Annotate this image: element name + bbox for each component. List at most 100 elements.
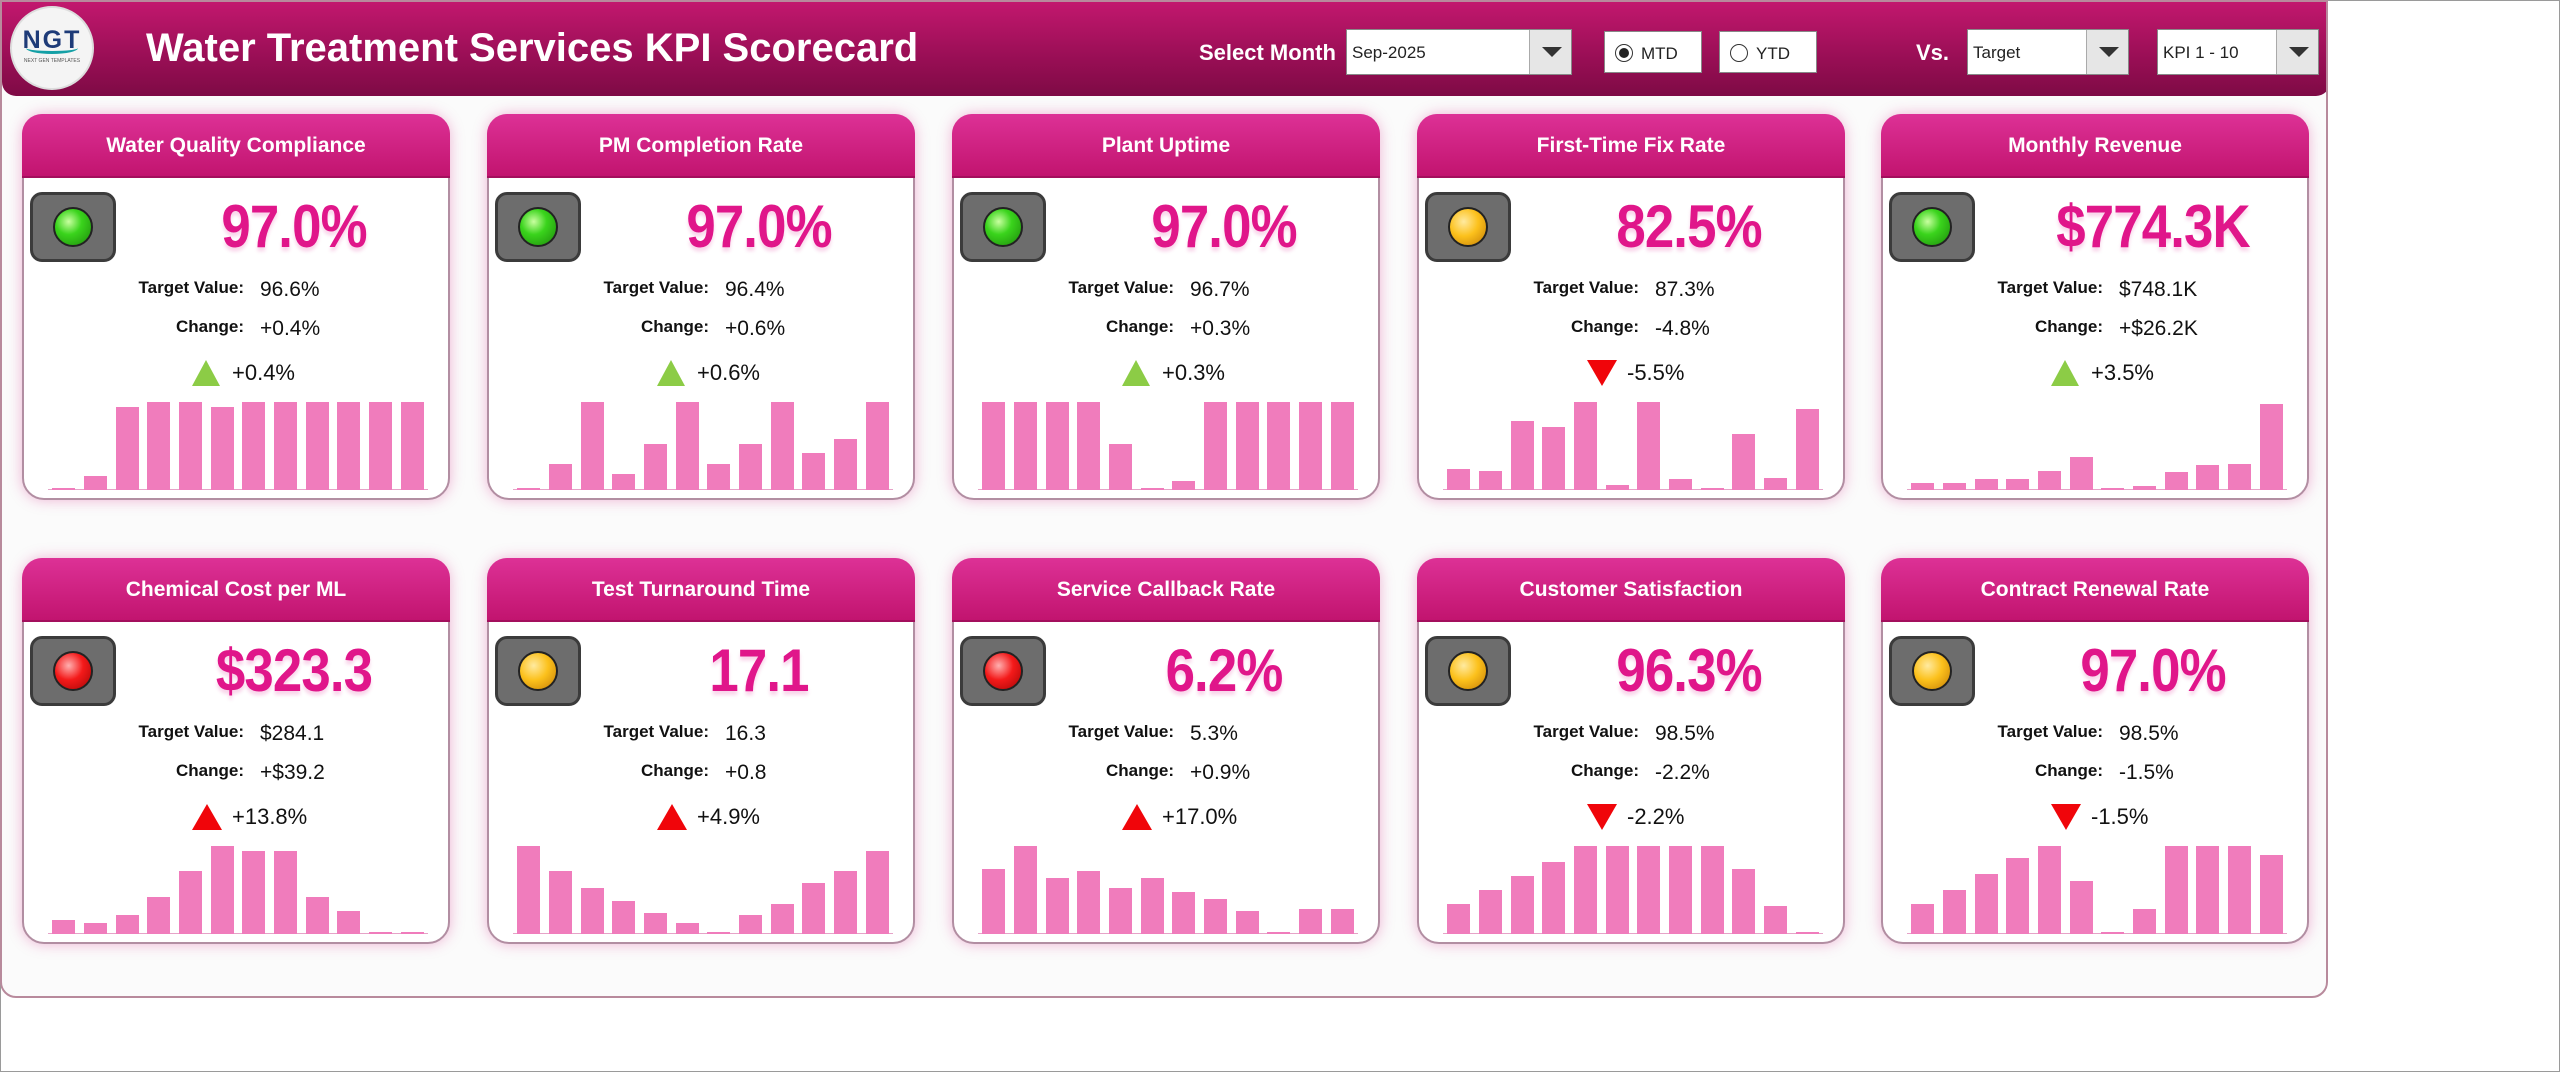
dashboard-title: Water Treatment Services KPI Scorecard bbox=[146, 26, 919, 70]
trend-bar bbox=[2228, 846, 2251, 934]
logo-text: NGT bbox=[22, 26, 82, 54]
trend-bar bbox=[52, 919, 76, 934]
trend-bar bbox=[675, 923, 699, 934]
change-label: Change: bbox=[1106, 317, 1174, 336]
trend-bar bbox=[1669, 479, 1692, 490]
trend-bar bbox=[1172, 481, 1196, 490]
chevron-down-icon[interactable] bbox=[2086, 30, 2128, 74]
trend-bar bbox=[1700, 488, 1724, 490]
trend-bar bbox=[210, 846, 234, 934]
dashboard: NGT NEXT GEN TEMPLATES Water Treatment S… bbox=[0, 0, 2328, 998]
triangle-up-icon bbox=[1122, 360, 1150, 386]
triangle-down-icon bbox=[1587, 804, 1617, 830]
mtd-radio[interactable]: MTD bbox=[1604, 31, 1702, 73]
trend-bar bbox=[612, 474, 636, 490]
trend-bar bbox=[2164, 846, 2188, 934]
trend-bar bbox=[865, 402, 889, 490]
trend-bar bbox=[707, 463, 731, 490]
change-label: Change: bbox=[641, 317, 709, 336]
header-bar: NGT NEXT GEN TEMPLATES Water Treatment S… bbox=[2, 2, 2326, 96]
trend-bar-chart bbox=[48, 840, 428, 934]
change-label: Change: bbox=[1571, 761, 1639, 780]
kpi-card: Service Callback Rate 6.2% Target Value:… bbox=[952, 558, 1380, 944]
trend-bar bbox=[612, 900, 636, 934]
trend-bar bbox=[580, 402, 604, 490]
chevron-down-icon[interactable] bbox=[1529, 30, 1571, 74]
trend-bar bbox=[1764, 477, 1787, 490]
trend-bar bbox=[1510, 421, 1534, 490]
kpi-card-header: Service Callback Rate bbox=[952, 558, 1380, 622]
change-percent: -5.5% bbox=[1627, 360, 1685, 385]
trend-bar bbox=[1235, 911, 1259, 934]
radio-unselected-icon[interactable] bbox=[1730, 44, 1748, 62]
trend-bar bbox=[1447, 904, 1471, 934]
trend-bar bbox=[1077, 870, 1101, 934]
trend-bar bbox=[1172, 891, 1196, 934]
status-bulb-green bbox=[518, 207, 558, 247]
change-label: Change: bbox=[641, 761, 709, 780]
trend-bar bbox=[707, 932, 731, 934]
trend-bar bbox=[1267, 932, 1291, 934]
triangle-up-icon bbox=[2051, 360, 2079, 386]
trend-bar bbox=[1510, 875, 1534, 934]
trend-bar bbox=[1204, 898, 1227, 934]
target-label: Target Value: bbox=[138, 278, 245, 297]
trend-bar bbox=[2196, 846, 2220, 934]
trend-bar-chart bbox=[513, 396, 893, 490]
kpi-range-dropdown-value: KPI 1 - 10 bbox=[2163, 43, 2239, 62]
trend-baseline bbox=[1443, 489, 1823, 490]
triangle-down-icon bbox=[1587, 360, 1617, 386]
status-light-icon bbox=[495, 192, 581, 262]
trend-bar bbox=[1077, 402, 1101, 490]
trend-bar-chart bbox=[1907, 396, 2287, 490]
kpi-card: Chemical Cost per ML $323.3 Target Value… bbox=[22, 558, 450, 944]
change-percent: -1.5% bbox=[2091, 804, 2149, 829]
trend-baseline bbox=[1907, 933, 2287, 934]
change-value: +0.4% bbox=[260, 317, 321, 340]
kpi-card: Customer Satisfaction 96.3% Target Value… bbox=[1417, 558, 1845, 944]
trend-bar bbox=[1574, 402, 1597, 490]
kpi-value: 97.0% bbox=[686, 193, 832, 260]
status-light-icon bbox=[30, 192, 116, 262]
status-light-icon bbox=[1889, 636, 1975, 706]
trend-bar bbox=[517, 488, 541, 490]
kpi-card-header: Test Turnaround Time bbox=[487, 558, 915, 622]
kpi-value: 82.5% bbox=[1616, 193, 1762, 260]
change-value: -2.2% bbox=[1655, 761, 1710, 784]
trend-bar bbox=[242, 851, 266, 934]
kpi-card: PM Completion Rate 97.0% Target Value: 9… bbox=[487, 114, 915, 500]
status-light-icon bbox=[1425, 192, 1511, 262]
kpi-title: Customer Satisfaction bbox=[1519, 578, 1743, 601]
trend-bar-chart bbox=[1443, 840, 1823, 934]
change-value: +0.3% bbox=[1190, 317, 1251, 340]
status-bulb-green bbox=[53, 207, 93, 247]
trend-bar bbox=[52, 488, 76, 490]
brand-logo: NGT NEXT GEN TEMPLATES bbox=[10, 6, 94, 90]
change-value: +$39.2 bbox=[260, 761, 325, 784]
trend-bar bbox=[179, 870, 202, 934]
triangle-up-icon bbox=[1122, 804, 1152, 830]
kpi-card-header: Water Quality Compliance bbox=[22, 114, 450, 178]
radio-selected-icon[interactable] bbox=[1615, 44, 1633, 62]
trend-bar bbox=[770, 402, 794, 490]
trend-bar bbox=[770, 904, 794, 934]
trend-bar bbox=[865, 851, 889, 934]
kpi-card: First-Time Fix Rate 82.5% Target Value: … bbox=[1417, 114, 1845, 500]
status-bulb-red bbox=[53, 651, 93, 691]
target-value: 16.3 bbox=[725, 722, 766, 745]
chevron-down-icon[interactable] bbox=[2276, 30, 2318, 74]
trend-bar bbox=[982, 402, 1006, 490]
target-label: Target Value: bbox=[1068, 278, 1175, 297]
change-percent: +0.3% bbox=[1162, 360, 1225, 385]
kpi-range-dropdown[interactable]: KPI 1 - 10 bbox=[2157, 29, 2319, 75]
logo-subtext: NEXT GEN TEMPLATES bbox=[23, 58, 81, 64]
kpi-card-header: First-Time Fix Rate bbox=[1417, 114, 1845, 178]
month-dropdown-value: Sep-2025 bbox=[1352, 43, 1426, 62]
kpi-card-header: Chemical Cost per ML bbox=[22, 558, 450, 622]
ytd-radio[interactable]: YTD bbox=[1719, 31, 1817, 73]
month-dropdown[interactable]: Sep-2025 bbox=[1346, 29, 1572, 75]
trend-bar bbox=[834, 870, 857, 934]
status-bulb-amber bbox=[1448, 207, 1488, 247]
comparison-dropdown[interactable]: Target bbox=[1967, 29, 2129, 75]
trend-bar bbox=[834, 438, 857, 490]
